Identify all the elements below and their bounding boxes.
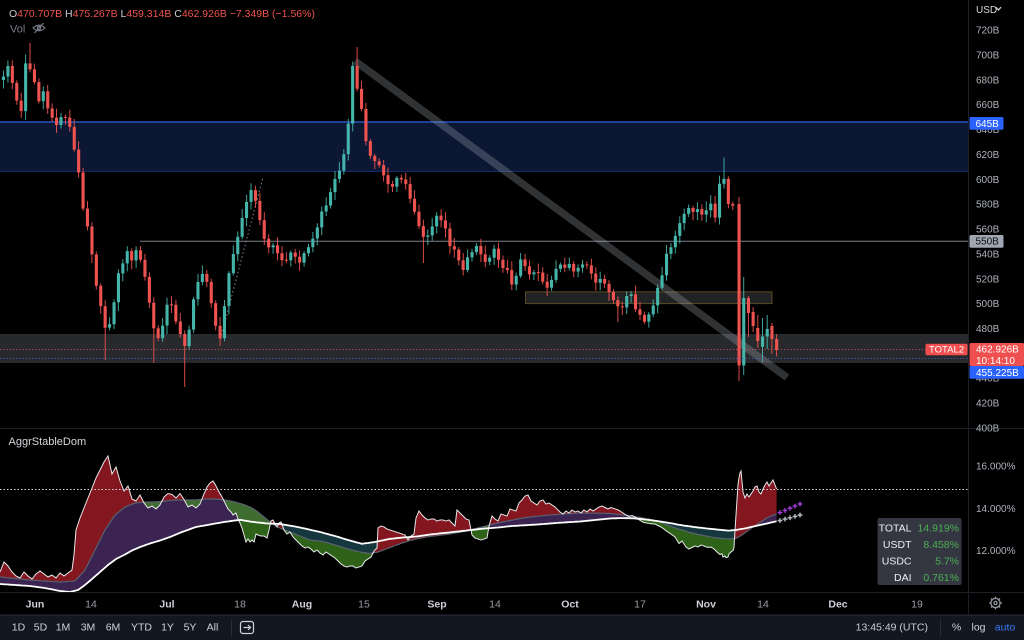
svg-text:680B: 680B: [976, 75, 1000, 86]
svg-text:TOTAL2: TOTAL2: [929, 344, 964, 355]
svg-text:1D: 1D: [12, 622, 26, 634]
svg-text:462.926B: 462.926B: [976, 344, 1019, 355]
svg-text:Dec: Dec: [828, 599, 847, 611]
svg-text:Nov: Nov: [696, 599, 716, 611]
svg-text:600B: 600B: [976, 175, 1000, 186]
svg-text:550B: 550B: [976, 237, 1000, 248]
svg-text:Jul: Jul: [159, 599, 174, 611]
svg-text:All: All: [207, 622, 219, 634]
svg-text:USDC: USDC: [882, 556, 912, 568]
svg-text:USD: USD: [976, 5, 997, 16]
svg-text:5Y: 5Y: [184, 622, 197, 634]
svg-text:Vol: Vol: [10, 24, 25, 36]
svg-text:8.458%: 8.458%: [923, 539, 959, 551]
svg-text:Sep: Sep: [427, 599, 446, 611]
svg-text:14.000%: 14.000%: [976, 504, 1016, 515]
svg-text:400B: 400B: [976, 424, 1000, 435]
svg-text:620B: 620B: [976, 150, 1000, 161]
svg-text:540B: 540B: [976, 249, 1000, 260]
svg-text:Aug: Aug: [292, 599, 312, 611]
svg-text:log: log: [971, 622, 985, 634]
svg-text:15: 15: [358, 599, 370, 611]
svg-text:560B: 560B: [976, 225, 1000, 236]
svg-text:500B: 500B: [976, 299, 1000, 310]
svg-text:3M: 3M: [81, 622, 96, 634]
svg-text:0.761%: 0.761%: [923, 572, 959, 584]
svg-text:640B: 640B: [976, 125, 1000, 136]
svg-text:12.000%: 12.000%: [976, 546, 1016, 557]
svg-text:420B: 420B: [976, 399, 1000, 410]
svg-text:USDT: USDT: [883, 539, 912, 551]
svg-text:6M: 6M: [106, 622, 121, 634]
svg-text:O470.707B H475.267B L459.314B: O470.707B H475.267B L459.314B C462.926B …: [9, 8, 315, 20]
svg-text:1M: 1M: [56, 622, 71, 634]
svg-text:700B: 700B: [976, 51, 1000, 62]
svg-text:455.225B: 455.225B: [976, 368, 1019, 379]
svg-text:480B: 480B: [976, 324, 1000, 335]
svg-text:580B: 580B: [976, 200, 1000, 211]
svg-text:14.919%: 14.919%: [918, 523, 959, 535]
svg-text:645B: 645B: [976, 119, 1000, 130]
svg-text:660B: 660B: [976, 100, 1000, 111]
svg-text:1Y: 1Y: [161, 622, 174, 634]
svg-text:DAI: DAI: [894, 572, 912, 584]
svg-text:Oct: Oct: [561, 599, 579, 611]
svg-text:14: 14: [757, 599, 769, 611]
svg-text:%: %: [952, 622, 961, 634]
svg-text:16.000%: 16.000%: [976, 462, 1016, 473]
svg-text:14: 14: [85, 599, 97, 611]
svg-text:TOTAL: TOTAL: [879, 523, 912, 535]
svg-text:720B: 720B: [976, 26, 1000, 37]
svg-text:13:45:49 (UTC): 13:45:49 (UTC): [856, 622, 928, 634]
svg-text:17: 17: [634, 599, 646, 611]
svg-text:auto: auto: [995, 622, 1016, 634]
svg-text:440B: 440B: [976, 374, 1000, 385]
svg-text:18: 18: [234, 599, 246, 611]
svg-text:5.7%: 5.7%: [935, 556, 959, 568]
svg-text:10:14:10: 10:14:10: [976, 356, 1015, 367]
svg-text:14: 14: [489, 599, 501, 611]
svg-text:520B: 520B: [976, 274, 1000, 285]
svg-text:5D: 5D: [34, 622, 48, 634]
svg-text:19: 19: [911, 599, 923, 611]
svg-text:Jun: Jun: [26, 599, 45, 611]
svg-text:YTD: YTD: [131, 622, 152, 634]
svg-text:AggrStableDom: AggrStableDom: [9, 436, 87, 448]
